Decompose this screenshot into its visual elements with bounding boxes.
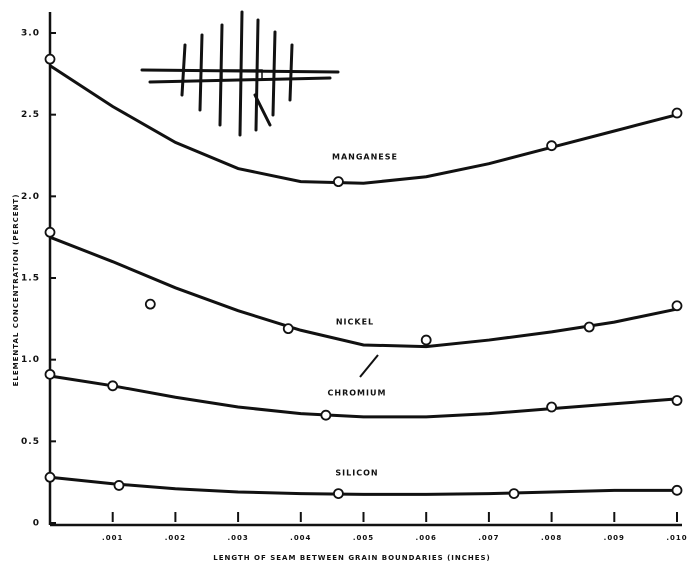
series-label: SILICON (335, 469, 378, 478)
x-tick-label: .002 (165, 534, 186, 542)
x-tick-label: .004 (290, 534, 311, 542)
data-point (333, 488, 344, 500)
leader-line (359, 354, 379, 378)
x-tick-label: .009 (604, 534, 625, 542)
x-axis-label: LENGTH OF SEAM BETWEEN GRAIN BOUNDARIES … (213, 554, 491, 562)
x-tick-label: .008 (541, 534, 562, 542)
grain-sketch (140, 10, 340, 137)
data-point (546, 401, 557, 413)
fit-curve (49, 475, 677, 496)
data-point (671, 484, 683, 496)
y-axis-label: ELEMENTAL CONCENTRATION (PERCENT) (12, 194, 20, 387)
x-tick-label: .003 (227, 534, 248, 542)
data-point (333, 176, 344, 188)
y-tick-label: 2.5 (21, 110, 40, 120)
x-tick-label: .006 (416, 534, 437, 542)
data-point (671, 300, 683, 312)
y-tick-label: 0.5 (21, 437, 40, 447)
y-tick-label: 3.0 (21, 29, 40, 39)
data-point (282, 323, 294, 335)
data-point (546, 140, 557, 152)
y-tick-label: 1.5 (21, 274, 40, 284)
x-tick-label: .007 (478, 534, 499, 542)
data-point (320, 409, 332, 421)
data-point (44, 471, 56, 483)
data-point (420, 334, 432, 346)
fit-curve (49, 374, 678, 419)
series-label: NICKEL (336, 318, 374, 327)
data-point (671, 107, 683, 119)
y-tick-label: 2.0 (21, 192, 40, 202)
y-tick-label: 1.0 (21, 355, 40, 365)
data-point (583, 321, 595, 333)
data-point (44, 53, 56, 65)
data-point (671, 395, 683, 406)
x-tick-label: .010 (666, 534, 687, 542)
data-point (44, 226, 56, 238)
data-point (508, 488, 520, 500)
x-tick-label: .005 (353, 534, 374, 542)
data-point (107, 380, 119, 392)
series-label: MANGANESE (332, 153, 398, 162)
fit-curve (49, 235, 678, 349)
data-point (144, 298, 156, 310)
y-tick-label: 0 (33, 519, 40, 529)
series-label: CHROMIUM (328, 389, 387, 398)
fit-curve (49, 64, 678, 185)
x-tick-label: .001 (102, 534, 123, 542)
data-point (44, 368, 56, 380)
data-point (113, 480, 125, 491)
